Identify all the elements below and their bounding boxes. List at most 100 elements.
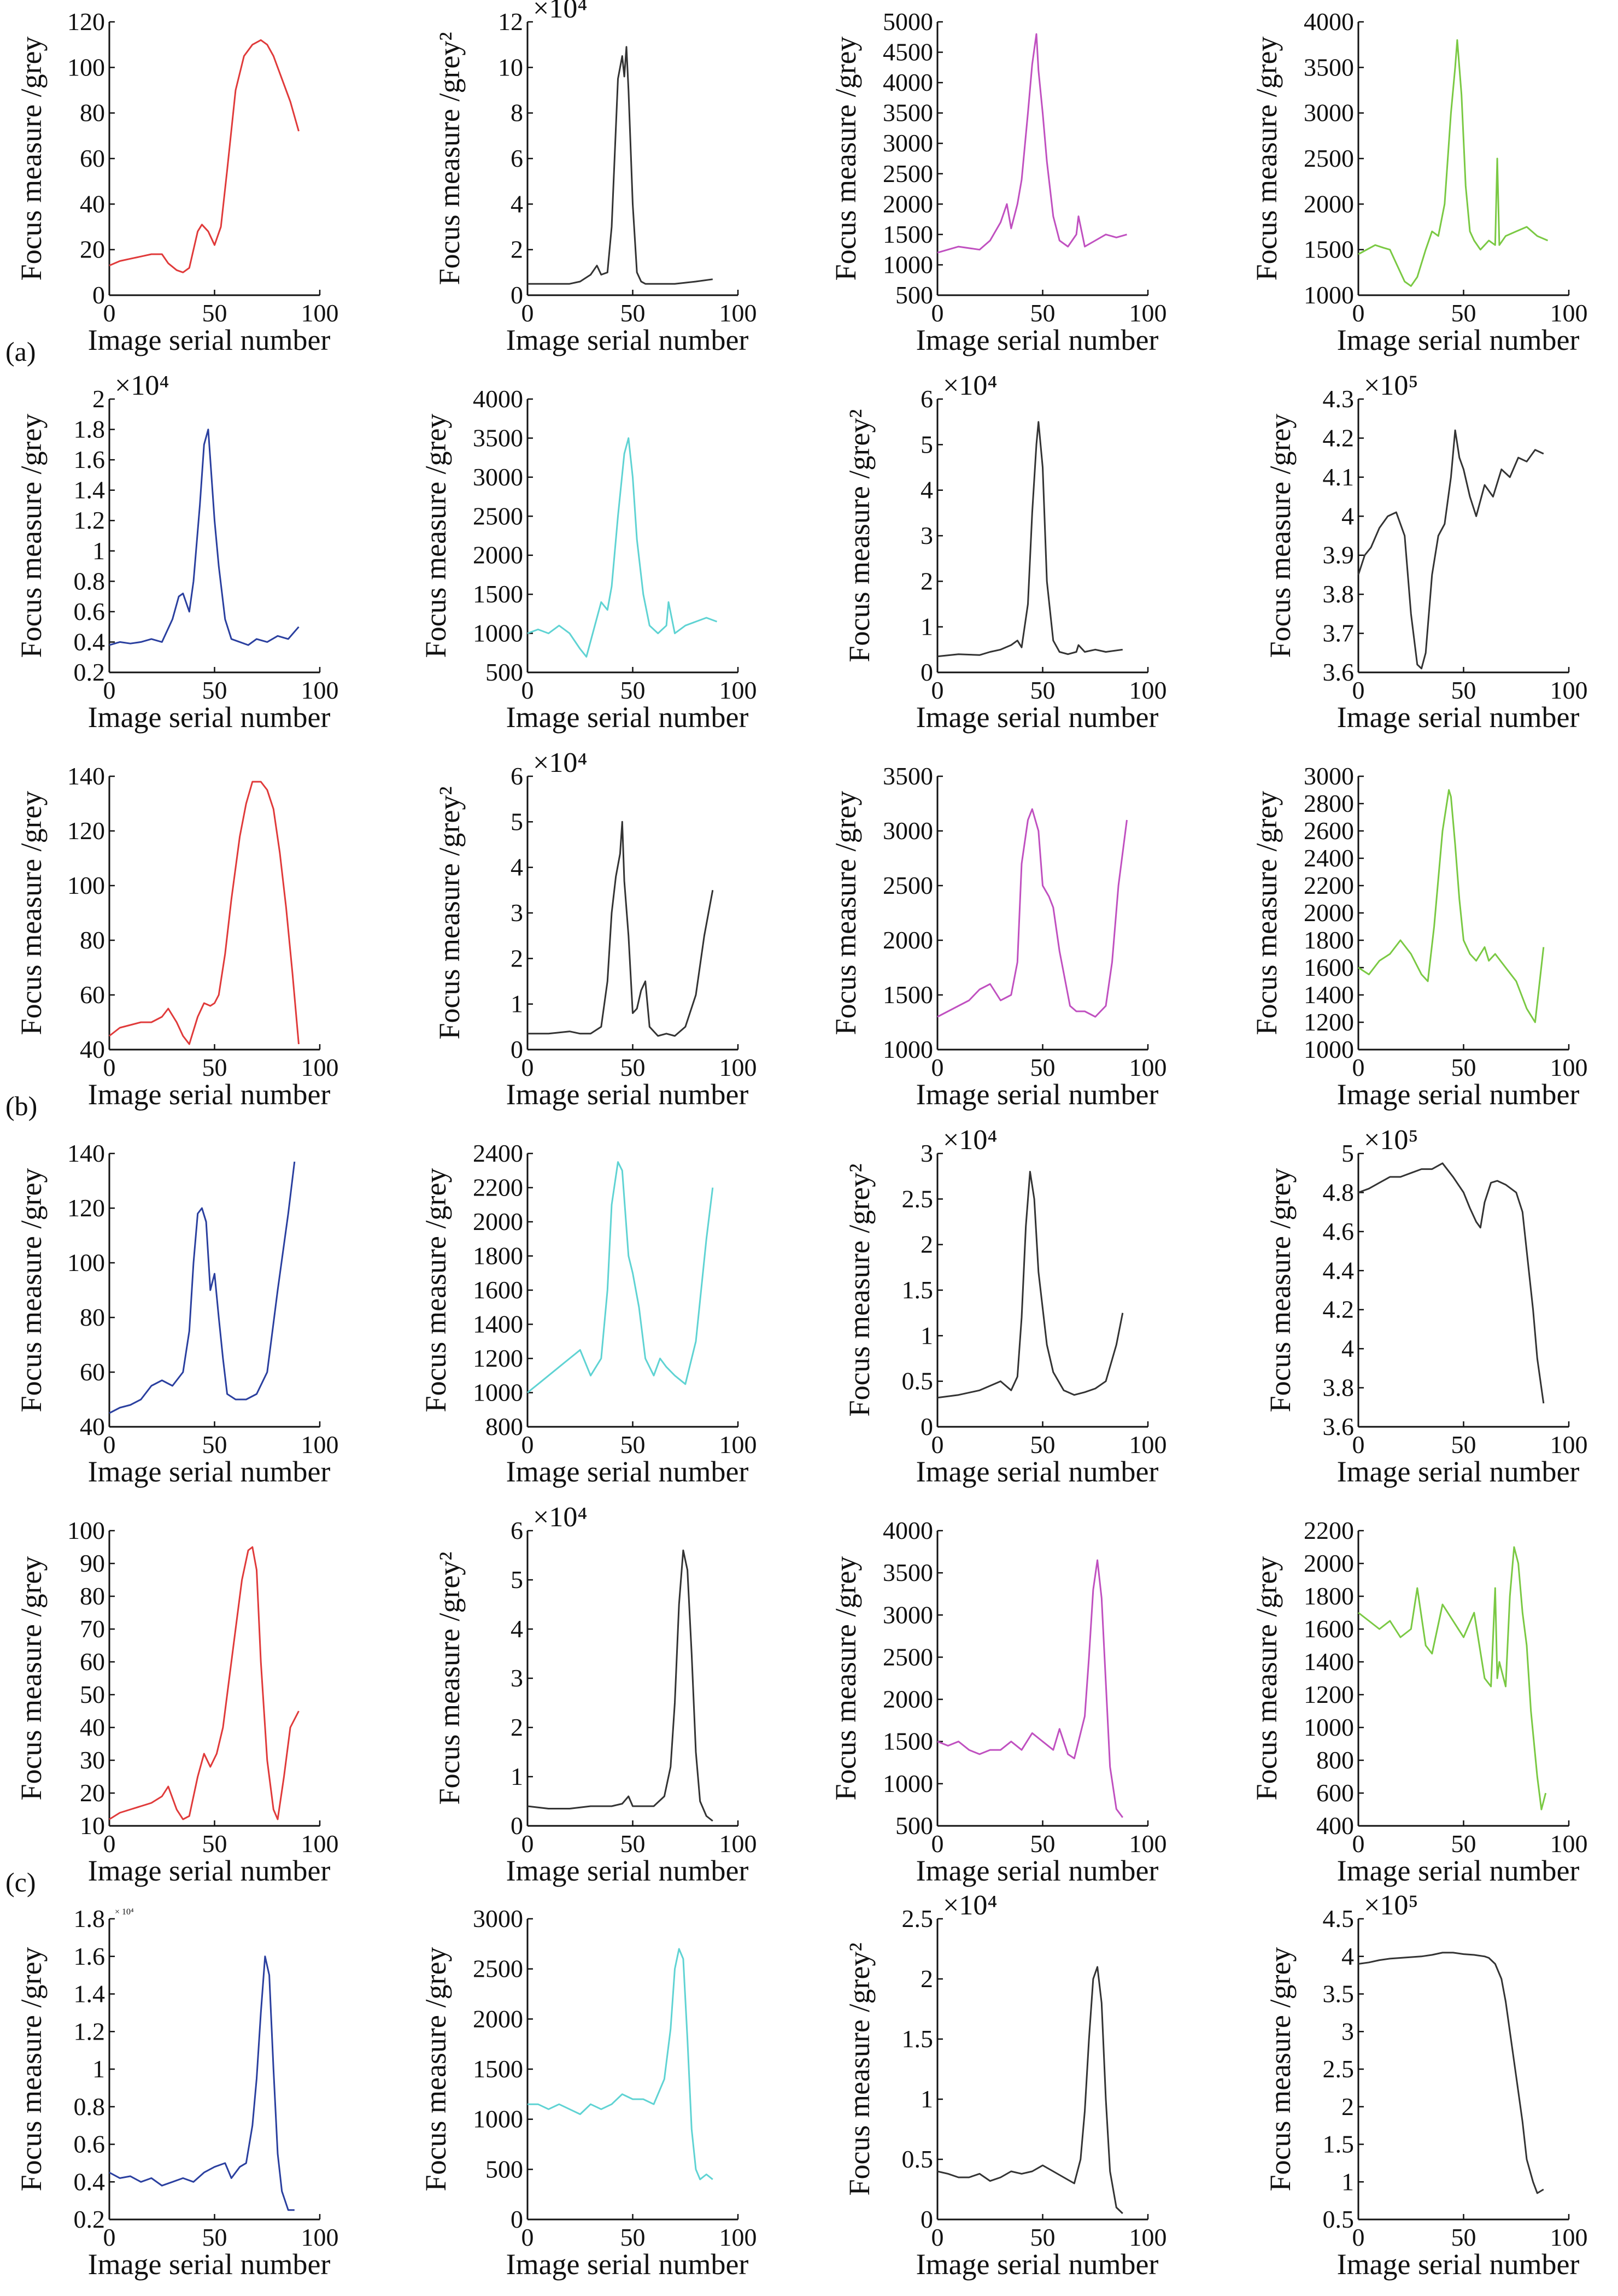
y-tick-label: 4 [1341,502,1354,530]
series-line [1357,429,1544,670]
series-line [109,1955,295,2211]
y-tick-label: 3.6 [1323,658,1355,686]
y-tick-label: 30 [80,1746,105,1774]
y-tick-label: 1.4 [74,476,105,504]
y-tick-label: 120 [67,817,105,845]
series-line [937,421,1123,658]
series-line [527,1948,713,2181]
y-tick-label: 4 [1341,1334,1354,1362]
y-tick-label: 60 [80,1648,105,1676]
y-tick-label: 3000 [883,1601,933,1629]
x-tick-label: 0 [1352,1830,1365,1858]
x-tick-label: 100 [719,1431,757,1459]
y-tick-label: 4.1 [1323,463,1355,491]
y-tick-label: 1800 [1304,926,1354,954]
exponent-label: ×10⁴ [533,1502,587,1533]
x-axis-label: Image serial number [506,701,749,734]
y-tick-label: 500 [485,2155,523,2183]
y-tick-label: 4000 [473,385,523,413]
y-tick-label: 4.2 [1323,1296,1355,1323]
y-tick-label: 3.6 [1323,1413,1355,1440]
x-axis-label: Image serial number [506,1455,749,1488]
y-tick-label: 2.5 [1323,2055,1355,2083]
x-tick-label: 100 [719,1830,757,1858]
y-tick-label: 3000 [473,1905,523,1932]
y-tick-label: 2 [1341,2093,1354,2121]
x-tick-label: 100 [1550,2223,1588,2251]
y-tick-label: 1000 [1304,1035,1354,1063]
y-tick-label: 1 [921,2085,933,2113]
y-tick-label: 50 [80,1680,105,1708]
series-line [527,1549,713,1822]
series-line [937,1966,1123,2215]
x-tick-label: 0 [931,299,944,327]
x-tick-label: 100 [301,2223,339,2251]
y-tick-label: 60 [80,144,105,172]
chart-panel: 1000120014001600180020002200240026002800… [1250,762,1588,1111]
y-tick-label: 4 [1341,1942,1354,1970]
y-tick-label: 5000 [883,8,933,36]
y-tick-label: 1600 [1304,1615,1354,1643]
exponent-label: ×10⁵ [1364,1890,1418,1921]
y-tick-label: 2000 [1304,1549,1354,1577]
x-tick-label: 100 [1129,2223,1167,2251]
exponent-label: ×10⁴ [943,1124,997,1156]
series-line [937,808,1128,1018]
x-tick-label: 50 [202,299,227,327]
y-tick-label: 2400 [473,1139,523,1167]
x-tick-label: 0 [521,676,534,704]
x-tick-label: 50 [1030,1830,1056,1858]
y-axis-label: Focus measure /grey [829,1556,862,1801]
series-line [527,437,718,658]
y-tick-label: 3000 [1304,762,1354,790]
x-tick-label: 50 [202,1431,227,1459]
x-axis-label: Image serial number [916,2248,1159,2281]
y-tick-label: 1400 [1304,981,1354,1009]
y-tick-label: 4 [511,853,523,881]
y-tick-label: 0 [511,2205,523,2233]
x-tick-label: 0 [521,1431,534,1459]
y-tick-label: 800 [1316,1746,1354,1774]
y-tick-label: 4.6 [1323,1217,1355,1245]
y-tick-label: 4 [511,1615,523,1643]
x-tick-label: 50 [1451,1830,1476,1858]
x-tick-label: 100 [301,676,339,704]
y-tick-label: 12 [498,8,523,36]
x-axis-label: Image serial number [88,2248,331,2281]
x-tick-label: 50 [1030,676,1056,704]
y-tick-label: 100 [67,871,105,899]
y-axis-label: Focus measure /grey² [433,1551,466,1805]
y-tick-label: 3000 [883,129,933,157]
y-tick-label: 0.5 [1323,2205,1355,2233]
exponent-label: ×10⁴ [943,1890,997,1921]
series-line [109,1161,296,1414]
y-tick-label: 0.2 [74,2205,105,2233]
x-tick-label: 100 [1129,1431,1167,1459]
x-tick-label: 50 [1451,676,1476,704]
y-tick-label: 10 [80,1812,105,1840]
y-tick-label: 1000 [883,1035,933,1063]
y-tick-label: 1 [1341,2168,1354,2195]
y-tick-label: 1000 [883,250,933,278]
x-tick-label: 0 [1352,1053,1365,1081]
y-axis-label: Focus measure /grey [1264,1947,1297,2192]
x-tick-label: 100 [1550,1431,1588,1459]
y-tick-label: 6 [511,144,523,172]
y-axis-label: Focus measure /grey² [843,1942,876,2195]
x-tick-label: 50 [1451,1053,1476,1081]
y-tick-label: 6 [511,1516,523,1544]
x-tick-label: 100 [1129,1830,1167,1858]
x-tick-label: 50 [620,1431,646,1459]
y-tick-label: 1 [921,613,933,641]
x-tick-label: 0 [521,1053,534,1081]
y-tick-label: 2.5 [902,1905,934,1932]
x-axis-label: Image serial number [1337,2248,1580,2281]
y-tick-label: 1800 [1304,1582,1354,1610]
x-tick-label: 0 [931,1830,944,1858]
x-tick-label: 100 [1129,676,1167,704]
